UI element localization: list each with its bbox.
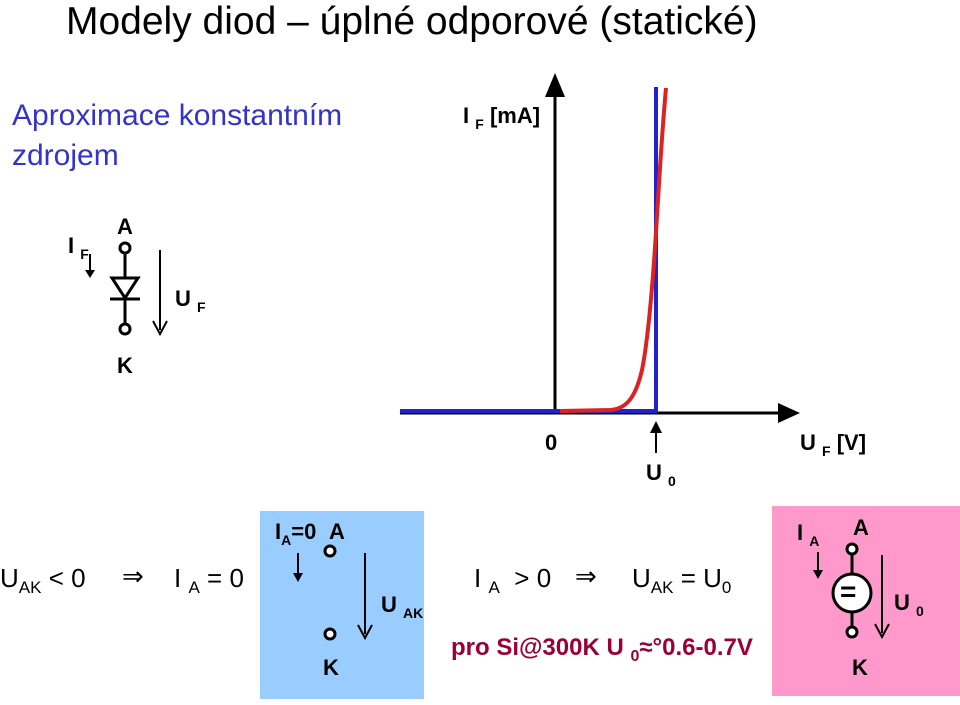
anode-label: A — [117, 214, 133, 239]
threshold-arrowhead — [650, 421, 662, 433]
left-result: I A = 0 — [174, 563, 244, 597]
pink-cathode-terminal — [845, 625, 859, 639]
off-state-model-box — [260, 511, 424, 699]
right-condition: I A > 0 — [474, 563, 552, 597]
left-condition: UAK < 0 — [0, 563, 86, 597]
diode-triangle — [109, 276, 141, 301]
pink-current-label: I A — [797, 520, 820, 549]
ideal-curve — [400, 87, 658, 413]
blue-anode-terminal — [323, 544, 337, 558]
left-implication: ⇒ — [122, 561, 144, 591]
y-axis-label: I F [mA] — [463, 103, 541, 132]
x-axis-arrowhead — [778, 403, 800, 423]
real-curve — [559, 87, 668, 413]
cathode-terminal — [118, 322, 132, 336]
current-label: I F — [68, 233, 89, 262]
pink-voltage-label: U 0 — [894, 590, 924, 619]
blue-cathode-label: K — [323, 655, 339, 680]
silicon-threshold-note: pro Si@300K U 0≈°0.6-0.7V — [451, 634, 753, 665]
right-implication: ⇒ — [575, 561, 597, 591]
voltage-label: U F — [175, 286, 206, 315]
anode-terminal — [118, 241, 132, 255]
origin-label: 0 — [545, 430, 558, 455]
pink-cathode-label: K — [852, 655, 868, 680]
right-result: UAK = U0 — [632, 563, 732, 597]
pink-anode-label: A — [853, 515, 869, 540]
source-equal-glyph: = — [840, 576, 857, 607]
blue-anode-label: A — [329, 519, 345, 544]
blue-voltage-label: U AK — [381, 592, 424, 621]
pink-anode-terminal — [845, 542, 859, 556]
blue-current-label: IA=0 — [275, 519, 317, 548]
subtitle: Aproximace konstantním zdrojem — [12, 99, 343, 172]
blue-cathode-terminal — [323, 627, 337, 641]
y-axis-arrowhead — [545, 73, 565, 97]
x-axis-label: U F [V] — [800, 430, 867, 459]
page-title: Modely diod – úplné odporové (statické) — [66, 0, 758, 43]
threshold-label: U 0 — [646, 460, 676, 489]
cathode-label: K — [117, 353, 133, 378]
